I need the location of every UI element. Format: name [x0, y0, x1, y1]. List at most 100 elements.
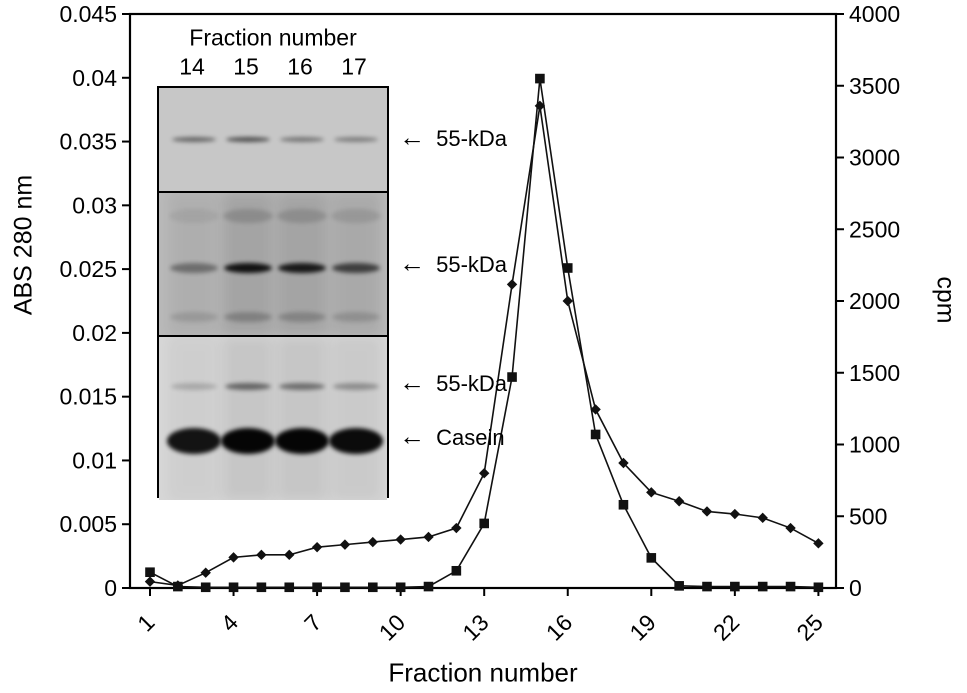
- y-left-tick-label: 0.02: [72, 320, 117, 346]
- y-left-tick-label: 0.01: [72, 447, 117, 473]
- diamond-marker: [451, 522, 462, 534]
- square-marker: [200, 582, 211, 593]
- square-marker: [757, 581, 768, 592]
- y-left-tick-label: 0.025: [59, 256, 117, 282]
- gel-band: [223, 209, 273, 224]
- x-tick-label: 25: [791, 609, 827, 645]
- gel-band: [329, 427, 383, 454]
- square-marker: [284, 582, 295, 593]
- diamond-marker: [479, 468, 490, 479]
- y-right-axis-title: cpm: [931, 276, 960, 324]
- gel-panel: [159, 335, 387, 500]
- diamond-marker: [284, 549, 295, 561]
- x-tick-label: 4: [216, 609, 244, 637]
- square-marker: [730, 581, 740, 592]
- x-tick-label: 16: [541, 609, 577, 645]
- x-tick-label: 7: [299, 609, 326, 636]
- blot-row-label-text: Casein: [430, 424, 505, 450]
- diamond-marker: [562, 295, 573, 307]
- gel-band: [331, 209, 381, 224]
- square-marker: [423, 581, 434, 592]
- x-tick-label: 22: [708, 609, 744, 645]
- square-marker: [173, 581, 183, 592]
- gel-band: [169, 209, 219, 224]
- diamond-marker: [701, 506, 713, 517]
- square-marker: [618, 499, 629, 510]
- y-left-tick-label: 0.04: [72, 65, 117, 91]
- diamond-marker: [785, 522, 796, 534]
- square-marker: [590, 429, 601, 440]
- diamond-marker: [423, 531, 434, 543]
- diamond-marker: [646, 487, 657, 498]
- y-right-tick-label: 1500: [849, 360, 900, 386]
- square-marker: [479, 518, 489, 529]
- gel-blot-inset: [157, 86, 389, 500]
- square-marker: [646, 553, 657, 563]
- diamond-marker: [757, 512, 768, 524]
- blot-row-label-text: 55-kDa: [430, 251, 508, 277]
- gel-band: [221, 427, 275, 454]
- diamond-marker: [813, 538, 824, 549]
- blot-row-label-text: 55-kDa: [430, 125, 508, 151]
- lane-streak: [169, 193, 219, 335]
- gel-band: [277, 209, 327, 224]
- gel-band: [225, 383, 271, 390]
- gel-band: [332, 262, 380, 273]
- diamond-marker: [590, 404, 601, 415]
- square-marker: [562, 263, 573, 273]
- y-left-tick-label: 0: [104, 575, 117, 601]
- y-left-tick-label: 0.015: [59, 384, 117, 410]
- square-marker: [451, 565, 462, 576]
- gel-band: [333, 383, 379, 390]
- square-marker: [702, 581, 712, 592]
- gel-band: [275, 427, 329, 454]
- x-tick-label: 19: [624, 609, 660, 645]
- lane-streak: [223, 337, 273, 500]
- y-right-tick-label: 0: [849, 575, 862, 601]
- blot-row-label: ← 55-kDa: [399, 124, 507, 152]
- gel-band: [171, 383, 217, 390]
- y-left-tick-label: 0.03: [72, 192, 117, 218]
- blot-row-label: ← 55-kDa: [399, 369, 507, 397]
- gel-band: [226, 137, 270, 142]
- left-arrow-icon: ←: [399, 247, 425, 278]
- gel-band: [278, 311, 326, 322]
- square-marker: [256, 582, 267, 593]
- y-left-tick-label: 0.045: [59, 1, 117, 27]
- gel-band: [280, 137, 324, 142]
- square-marker: [813, 582, 824, 593]
- left-arrow-icon: ←: [399, 420, 425, 451]
- lane-label: 15: [233, 53, 259, 80]
- lane-streak: [277, 337, 327, 500]
- gel-band: [224, 311, 272, 322]
- y-right-tick-label: 4000: [849, 1, 900, 27]
- y-left-tick-label: 0.005: [59, 511, 117, 537]
- diamond-marker: [729, 508, 741, 520]
- x-tick-label: 1: [132, 609, 159, 636]
- left-arrow-icon: ←: [399, 121, 425, 152]
- lane-label: 17: [341, 53, 367, 80]
- y-right-tick-label: 2000: [849, 288, 900, 314]
- y-right-tick-label: 1000: [849, 432, 900, 458]
- diamond-marker: [367, 536, 378, 548]
- lane-label: 14: [179, 53, 205, 80]
- square-marker: [674, 581, 684, 591]
- square-marker: [785, 581, 796, 592]
- gel-band: [172, 137, 216, 142]
- lane-streak: [169, 337, 219, 500]
- diamond-marker: [395, 534, 406, 545]
- diamond-marker: [311, 541, 323, 553]
- square-marker: [368, 582, 378, 593]
- gel-band: [224, 262, 272, 273]
- x-tick-label: 10: [374, 609, 410, 645]
- diamond-marker: [673, 496, 685, 507]
- diamond-marker: [534, 100, 546, 112]
- gel-panel: [159, 191, 387, 335]
- lane-streak: [331, 337, 381, 500]
- gel-band: [278, 262, 326, 273]
- gel-band: [334, 137, 378, 142]
- gel-band: [167, 427, 221, 454]
- y-left-tick-label: 0.035: [59, 129, 117, 155]
- square-marker: [395, 582, 406, 593]
